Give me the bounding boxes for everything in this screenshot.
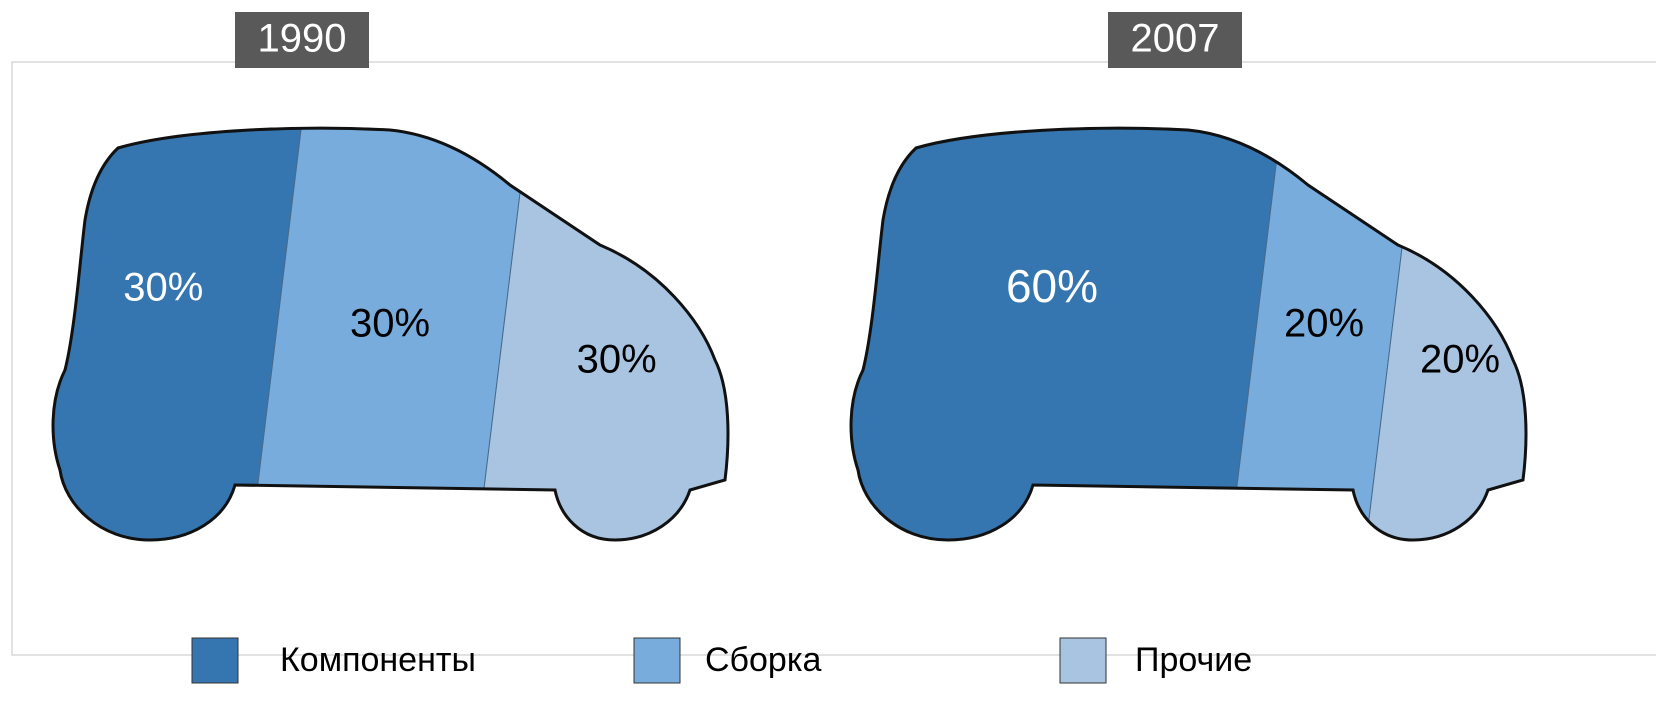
- legend: Компоненты Сборка Прочие: [192, 638, 1252, 683]
- segment: [1364, 100, 1656, 560]
- segment: [0, 100, 305, 560]
- value-label: 30%: [123, 266, 203, 310]
- legend-swatch: [1060, 638, 1106, 683]
- legend-label: Сборка: [705, 641, 821, 679]
- value-label: 20%: [1284, 302, 1364, 346]
- plot-title: 1990: [258, 17, 347, 61]
- legend-label: Компоненты: [280, 641, 476, 679]
- legend-label: Прочие: [1135, 641, 1252, 679]
- legend-swatch: [634, 638, 680, 683]
- value-label: 20%: [1420, 338, 1500, 382]
- page: 30% 30% 30% 1990 60% 20% 20% 2007 Компоненты Сбо…: [0, 0, 1656, 721]
- plot-title: 2007: [1131, 17, 1220, 61]
- chart: 30% 30% 30% 1990 60% 20% 20% 2007 Компоненты Сбо…: [0, 0, 1656, 721]
- value-label: 30%: [350, 302, 430, 346]
- plots: 30% 30% 30% 1990 60% 20% 20% 2007: [0, 12, 1656, 560]
- legend-swatch: [192, 638, 238, 683]
- car-plot: 30% 30% 30%: [0, 100, 958, 560]
- segments: [620, 100, 1656, 560]
- segment: [620, 100, 1284, 560]
- value-label: 30%: [577, 338, 657, 382]
- segments: [0, 100, 958, 560]
- car-plot: 60% 20% 20%: [620, 100, 1656, 560]
- value-label: 60%: [1006, 260, 1098, 312]
